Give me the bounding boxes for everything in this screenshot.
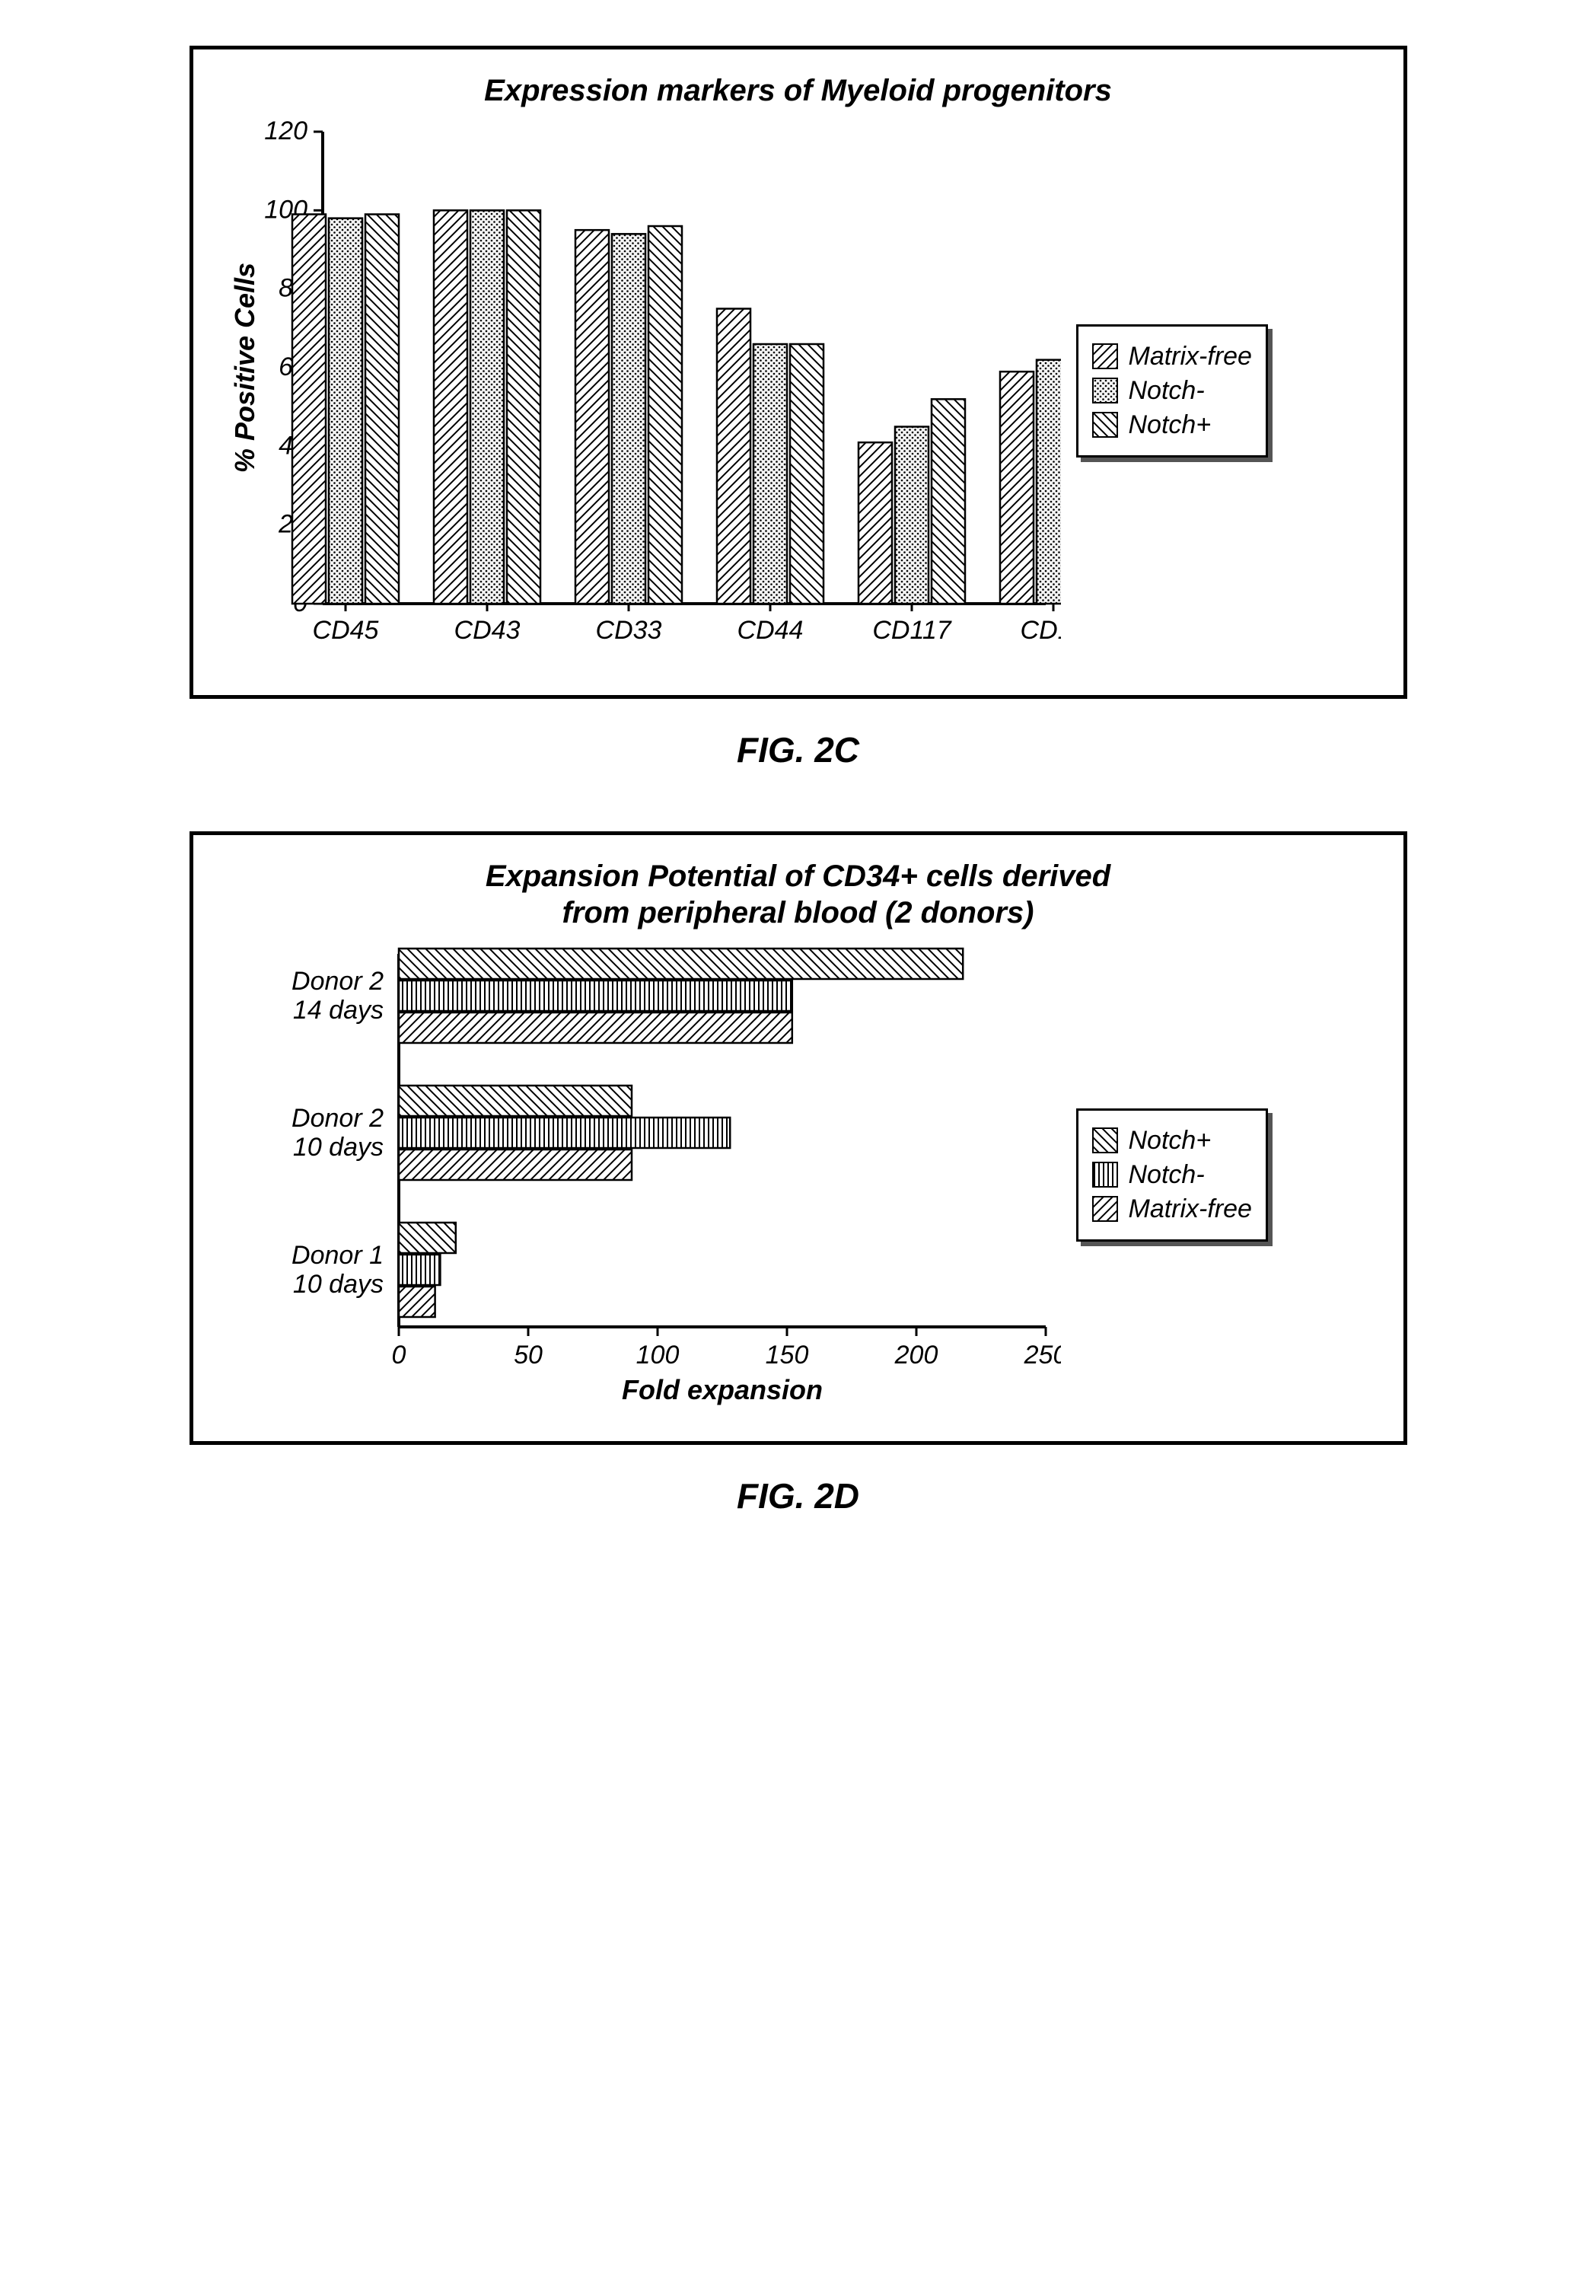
bar: [790, 344, 823, 604]
y-axis-label: % Positive Cells: [229, 263, 260, 473]
y-tick-label: 14 days: [292, 996, 383, 1025]
x-tick-label: CD44: [737, 616, 803, 645]
figure-2c-chart: 020406080100120% Positive CellsCD45CD43C…: [224, 116, 1061, 665]
figure-2c-panel: Expression markers of Myeloid progenitor…: [190, 46, 1407, 699]
bar: [399, 1255, 440, 1285]
legend-label: Notch+: [1129, 410, 1212, 440]
bar: [329, 218, 362, 604]
bar: [507, 210, 540, 604]
figure-2d-panel: Expansion Potential of CD34+ cells deriv…: [190, 831, 1407, 1445]
figure-2c-legend: Matrix-free Notch- Notch+: [1076, 324, 1268, 458]
bar: [1000, 372, 1034, 604]
figure-2d-caption: FIG. 2D: [190, 1475, 1407, 1516]
bar: [895, 427, 929, 604]
bar: [399, 949, 963, 979]
y-tick-label: Donor 2: [291, 967, 384, 996]
x-axis-label: Fold expansion: [621, 1374, 822, 1405]
legend-label: Matrix-free: [1129, 1194, 1252, 1224]
figure-2d-title: Expansion Potential of CD34+ cells deriv…: [224, 858, 1373, 931]
bar: [399, 1012, 792, 1043]
bar: [612, 234, 645, 604]
legend-item: Notch-: [1092, 376, 1252, 406]
legend-item: Matrix-free: [1092, 342, 1252, 372]
bar: [1037, 360, 1061, 604]
bar: [753, 344, 787, 604]
legend-swatch: [1092, 1162, 1118, 1188]
bar: [399, 981, 792, 1011]
bar: [717, 309, 750, 604]
bar: [932, 399, 965, 604]
x-tick-label: CD33: [595, 616, 661, 645]
legend-label: Notch-: [1129, 1160, 1205, 1190]
x-tick-label: 50: [514, 1341, 543, 1370]
legend-label: Notch+: [1129, 1126, 1212, 1156]
x-tick-label: CD15: [1020, 616, 1060, 645]
bar: [648, 226, 682, 604]
legend-swatch: [1092, 343, 1118, 369]
y-tick-label: Donor 1: [291, 1241, 384, 1270]
y-tick-label: 10 days: [292, 1270, 383, 1299]
bar: [292, 215, 326, 604]
bar: [399, 1223, 456, 1253]
figure-2d: Expansion Potential of CD34+ cells deriv…: [190, 831, 1407, 1516]
legend-swatch: [1092, 412, 1118, 438]
bar: [859, 442, 892, 604]
figure-2d-legend: Notch+ Notch- Matrix-free: [1076, 1108, 1268, 1242]
x-tick-label: CD43: [454, 616, 520, 645]
bar: [399, 1287, 435, 1317]
figure-2c-caption: FIG. 2C: [190, 729, 1407, 770]
x-tick-label: 250: [1023, 1341, 1060, 1370]
x-tick-label: 150: [765, 1341, 808, 1370]
bar: [365, 215, 399, 604]
legend-swatch: [1092, 1196, 1118, 1222]
x-tick-label: CD117: [872, 616, 951, 645]
legend-item: Notch+: [1092, 410, 1252, 440]
legend-item: Notch+: [1092, 1126, 1252, 1156]
x-tick-label: 100: [636, 1341, 679, 1370]
figure-2d-chart: 050100150200250Fold expansionDonor 214 d…: [224, 939, 1061, 1411]
legend-label: Notch-: [1129, 376, 1205, 406]
legend-label: Matrix-free: [1129, 342, 1252, 372]
legend-swatch: [1092, 378, 1118, 403]
bar: [434, 210, 467, 604]
y-tick-label: Donor 2: [291, 1104, 384, 1133]
bar: [470, 210, 504, 604]
x-tick-label: 200: [894, 1341, 938, 1370]
x-tick-label: CD45: [312, 616, 378, 645]
x-tick-label: 0: [391, 1341, 406, 1370]
bar: [399, 1150, 632, 1180]
y-tick-label: 120: [264, 116, 307, 145]
figure-2c-title: Expression markers of Myeloid progenitor…: [224, 72, 1373, 109]
figure-2c: Expression markers of Myeloid progenitor…: [190, 46, 1407, 770]
bar: [399, 1086, 632, 1116]
legend-item: Notch-: [1092, 1160, 1252, 1190]
legend-swatch: [1092, 1127, 1118, 1153]
y-tick-label: 10 days: [292, 1133, 383, 1162]
figure-2c-content: 020406080100120% Positive CellsCD45CD43C…: [224, 116, 1373, 665]
bar: [575, 230, 609, 604]
bar: [399, 1118, 730, 1148]
figure-2d-content: 050100150200250Fold expansionDonor 214 d…: [224, 939, 1373, 1411]
legend-item: Matrix-free: [1092, 1194, 1252, 1224]
